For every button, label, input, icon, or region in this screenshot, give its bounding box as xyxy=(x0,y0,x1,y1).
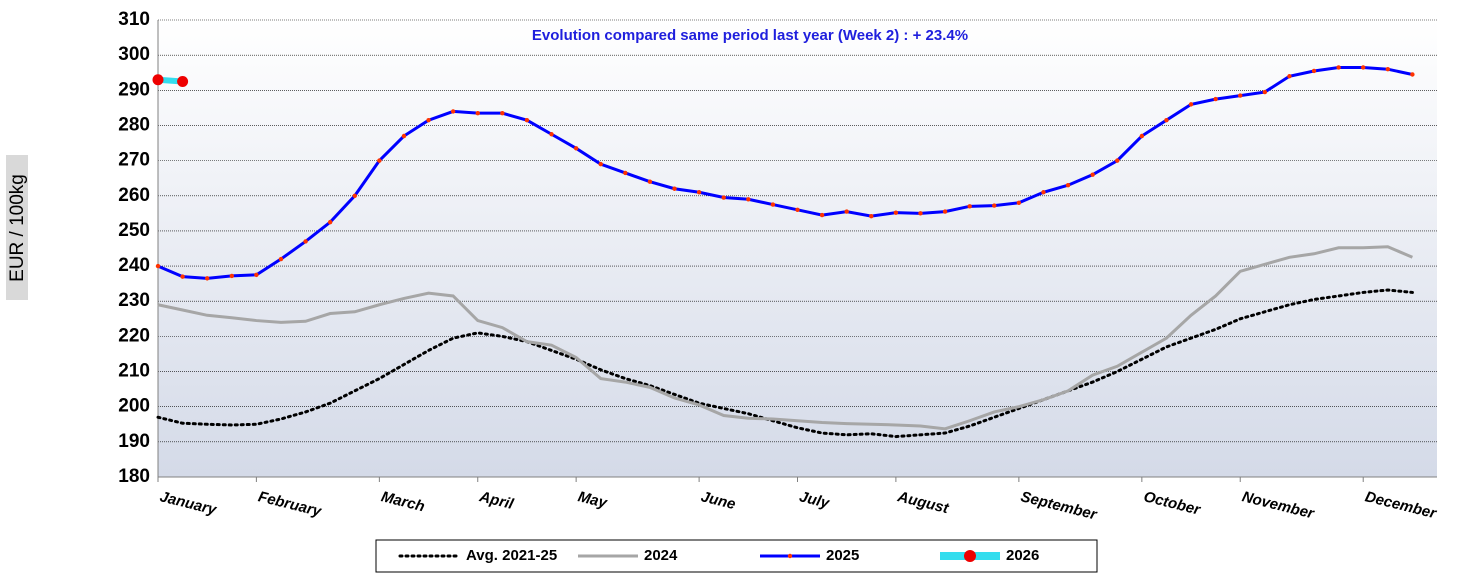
series-marker xyxy=(967,204,972,209)
series-marker xyxy=(770,202,776,207)
series-marker xyxy=(918,211,923,216)
series-marker xyxy=(672,186,677,191)
series-marker xyxy=(352,193,357,198)
series-marker xyxy=(177,76,189,88)
y-axis-label: EUR / 100kg xyxy=(7,174,28,282)
y-tick-label: 190 xyxy=(118,431,150,452)
series-marker xyxy=(1410,72,1415,77)
series-marker xyxy=(1115,158,1120,163)
annotation: Evolution compared same period last year… xyxy=(532,27,968,44)
legend-label: 2025 xyxy=(826,547,859,564)
series-marker xyxy=(819,212,825,218)
series-marker xyxy=(377,158,382,163)
series-line xyxy=(156,288,1414,439)
series-marker xyxy=(327,219,333,225)
series-marker xyxy=(844,209,849,214)
x-tick-label: July xyxy=(798,488,832,512)
series-marker xyxy=(229,273,234,279)
x-tick-label: November xyxy=(1240,488,1316,523)
y-tick-label: 260 xyxy=(118,185,150,206)
series-marker xyxy=(1016,200,1022,205)
series-marker xyxy=(647,179,653,184)
y-tick-label: 250 xyxy=(118,220,150,241)
x-tick-label: March xyxy=(379,488,426,515)
series-marker xyxy=(401,133,407,139)
series-marker xyxy=(1041,190,1046,195)
x-tick-label: April xyxy=(477,488,516,513)
series-marker xyxy=(278,256,284,262)
series-marker xyxy=(1262,89,1268,95)
y-tick-label: 240 xyxy=(118,255,150,276)
series-marker xyxy=(1065,183,1071,188)
y-tick-label: 230 xyxy=(118,290,150,311)
series-marker xyxy=(1311,68,1317,74)
series-marker xyxy=(1090,172,1095,177)
series-marker xyxy=(992,203,997,208)
series-marker xyxy=(426,117,431,123)
series-marker xyxy=(500,110,505,116)
y-tick-label: 180 xyxy=(118,466,150,487)
series-marker xyxy=(450,109,456,114)
series-marker xyxy=(1361,65,1366,70)
series-marker xyxy=(204,276,210,281)
series-marker xyxy=(623,170,628,176)
legend-label: Avg. 2021-25 xyxy=(466,547,557,564)
series-marker xyxy=(475,110,480,116)
series-marker xyxy=(1238,93,1243,98)
series-marker xyxy=(1188,102,1194,107)
series-marker xyxy=(1164,117,1169,123)
series-marker xyxy=(524,117,530,123)
series-marker xyxy=(180,274,185,279)
x-tick-label: December xyxy=(1363,488,1439,522)
series-marker xyxy=(1213,96,1218,102)
y-tick-label: 290 xyxy=(118,79,150,100)
series-marker xyxy=(893,210,899,215)
y-tick-label: 280 xyxy=(118,114,150,135)
y-tick-label: 200 xyxy=(118,396,150,417)
y-tick-label: 220 xyxy=(118,325,150,346)
y-tick-label: 270 xyxy=(118,150,150,171)
y-label-box xyxy=(6,155,28,300)
legend-marker xyxy=(787,553,793,559)
series-line xyxy=(157,65,1413,280)
series-marker xyxy=(746,197,751,202)
series-marker xyxy=(869,213,874,219)
series-marker xyxy=(303,239,308,244)
x-tick-label: October xyxy=(1142,488,1203,519)
series-marker xyxy=(795,207,800,213)
plot-area xyxy=(158,20,1437,477)
x-tick-label: May xyxy=(576,488,609,512)
y-tick-label: 300 xyxy=(118,44,150,65)
series-marker xyxy=(696,190,702,195)
series-marker xyxy=(942,209,948,214)
x-tick-label: February xyxy=(256,488,323,520)
x-tick-label: September xyxy=(1019,488,1099,524)
series-marker xyxy=(1385,67,1391,72)
series-marker xyxy=(1139,133,1145,139)
y-tick-label: 310 xyxy=(118,9,150,30)
series-marker xyxy=(1287,74,1292,79)
series-marker xyxy=(1336,65,1341,70)
series-marker xyxy=(598,161,603,167)
series-line xyxy=(157,245,1413,431)
legend-label: 2026 xyxy=(1006,547,1039,564)
series-marker xyxy=(721,195,726,200)
x-tick-label: August xyxy=(895,488,951,517)
y-tick-label: 210 xyxy=(118,361,150,382)
x-tick-label: January xyxy=(158,488,219,519)
series-marker xyxy=(254,272,259,278)
x-tick-label: June xyxy=(699,488,737,513)
series-marker xyxy=(155,263,161,269)
series-marker xyxy=(152,74,164,86)
legend-label: 2024 xyxy=(644,547,678,564)
legend-marker xyxy=(964,550,976,562)
series-marker xyxy=(549,132,554,137)
series-marker xyxy=(573,146,579,151)
